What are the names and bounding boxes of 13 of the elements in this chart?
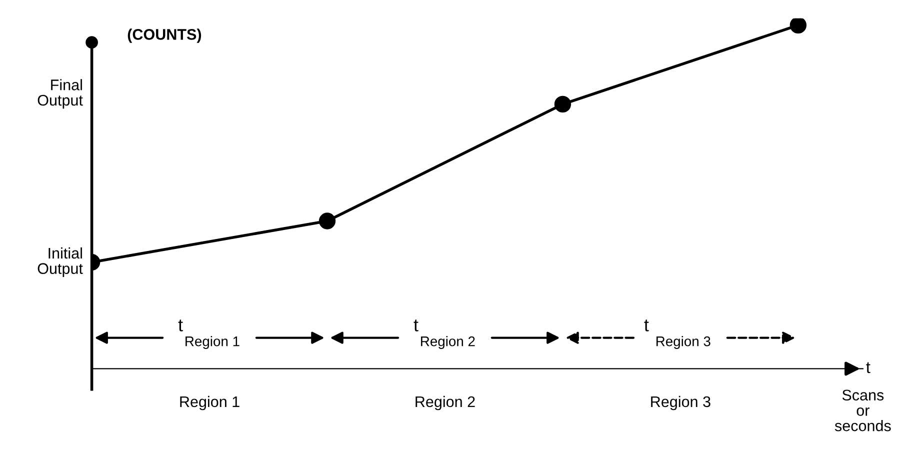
annotation: t Region 3 xyxy=(644,320,710,349)
text: Region 1 xyxy=(180,396,240,410)
point xyxy=(554,96,572,113)
point xyxy=(790,18,807,34)
x-axis-title: t xyxy=(866,362,870,374)
annotation: tRegion 1 xyxy=(178,320,240,349)
text: Region 3 xyxy=(651,396,710,410)
text: Initial Output xyxy=(38,247,83,277)
annotation: tRegion 2 xyxy=(414,320,475,349)
text: Scans or seconds xyxy=(834,390,891,432)
text: Region 2 xyxy=(416,396,475,410)
y-axis-title: (COUNTS) xyxy=(128,28,202,43)
text: Final Output xyxy=(38,79,83,109)
